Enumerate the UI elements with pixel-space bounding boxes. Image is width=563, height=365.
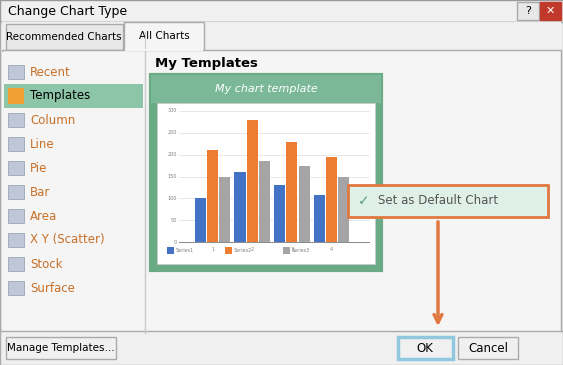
FancyBboxPatch shape [207, 150, 218, 242]
FancyBboxPatch shape [8, 209, 24, 223]
FancyBboxPatch shape [2, 22, 561, 52]
FancyBboxPatch shape [274, 185, 285, 242]
Text: Bar: Bar [30, 185, 50, 199]
Text: Stock: Stock [30, 257, 62, 270]
FancyBboxPatch shape [314, 195, 325, 242]
FancyBboxPatch shape [124, 22, 204, 50]
Text: OK: OK [417, 342, 434, 354]
FancyBboxPatch shape [283, 247, 290, 254]
Text: Recommended Charts: Recommended Charts [6, 32, 122, 42]
Text: Pie: Pie [30, 161, 47, 174]
Text: Set as Default Chart: Set as Default Chart [378, 195, 498, 207]
FancyBboxPatch shape [8, 281, 24, 295]
FancyBboxPatch shape [0, 22, 563, 365]
FancyBboxPatch shape [151, 75, 381, 103]
Text: 250: 250 [168, 130, 177, 135]
FancyBboxPatch shape [8, 257, 24, 271]
FancyBboxPatch shape [157, 103, 375, 264]
FancyBboxPatch shape [540, 2, 561, 20]
FancyBboxPatch shape [220, 177, 230, 242]
FancyBboxPatch shape [0, 331, 563, 365]
FancyBboxPatch shape [0, 0, 563, 22]
Text: 0: 0 [174, 239, 177, 245]
FancyBboxPatch shape [125, 49, 203, 51]
FancyBboxPatch shape [247, 120, 258, 242]
FancyBboxPatch shape [8, 88, 24, 104]
Text: Area: Area [30, 210, 57, 223]
Text: Templates: Templates [30, 89, 90, 103]
FancyBboxPatch shape [8, 113, 24, 127]
FancyBboxPatch shape [298, 166, 310, 242]
Text: ✕: ✕ [546, 6, 555, 16]
Text: All Charts: All Charts [138, 31, 189, 41]
FancyBboxPatch shape [225, 247, 232, 254]
FancyBboxPatch shape [348, 185, 548, 217]
FancyBboxPatch shape [8, 137, 24, 151]
Text: Surface: Surface [30, 281, 75, 295]
FancyBboxPatch shape [2, 52, 145, 333]
FancyBboxPatch shape [4, 84, 143, 108]
FancyBboxPatch shape [398, 337, 453, 359]
Text: 4: 4 [330, 247, 333, 252]
Text: My Templates: My Templates [155, 57, 258, 69]
FancyBboxPatch shape [234, 172, 245, 242]
Text: Column: Column [30, 114, 75, 127]
Text: Manage Templates...: Manage Templates... [7, 343, 115, 353]
FancyBboxPatch shape [167, 247, 174, 254]
FancyBboxPatch shape [6, 337, 116, 359]
Text: 100: 100 [168, 196, 177, 201]
Text: 150: 150 [168, 174, 177, 179]
FancyBboxPatch shape [8, 185, 24, 199]
FancyBboxPatch shape [338, 177, 349, 242]
Text: 200: 200 [168, 152, 177, 157]
FancyBboxPatch shape [6, 24, 123, 50]
FancyBboxPatch shape [195, 198, 206, 242]
FancyBboxPatch shape [458, 337, 518, 359]
Text: Series3: Series3 [292, 247, 310, 253]
Text: Recent: Recent [30, 65, 71, 78]
FancyBboxPatch shape [517, 2, 539, 20]
Text: 50: 50 [171, 218, 177, 223]
Text: X Y (Scatter): X Y (Scatter) [30, 234, 105, 246]
FancyBboxPatch shape [8, 233, 24, 247]
Text: 300: 300 [168, 108, 177, 114]
Text: 2: 2 [251, 247, 254, 252]
FancyBboxPatch shape [8, 65, 24, 79]
Text: ✓: ✓ [358, 194, 370, 208]
FancyBboxPatch shape [326, 157, 337, 242]
FancyBboxPatch shape [259, 161, 270, 242]
Text: 1: 1 [211, 247, 214, 252]
FancyBboxPatch shape [8, 161, 24, 175]
Text: Change Chart Type: Change Chart Type [8, 4, 127, 18]
Text: Series2: Series2 [234, 247, 252, 253]
Text: 3: 3 [291, 247, 293, 252]
Text: Series1: Series1 [176, 247, 194, 253]
Text: ?: ? [525, 6, 531, 16]
FancyBboxPatch shape [151, 75, 381, 270]
Text: My chart template: My chart template [215, 84, 318, 94]
Text: Cancel: Cancel [468, 342, 508, 354]
FancyBboxPatch shape [286, 142, 297, 242]
Text: Line: Line [30, 138, 55, 150]
FancyBboxPatch shape [2, 50, 561, 363]
